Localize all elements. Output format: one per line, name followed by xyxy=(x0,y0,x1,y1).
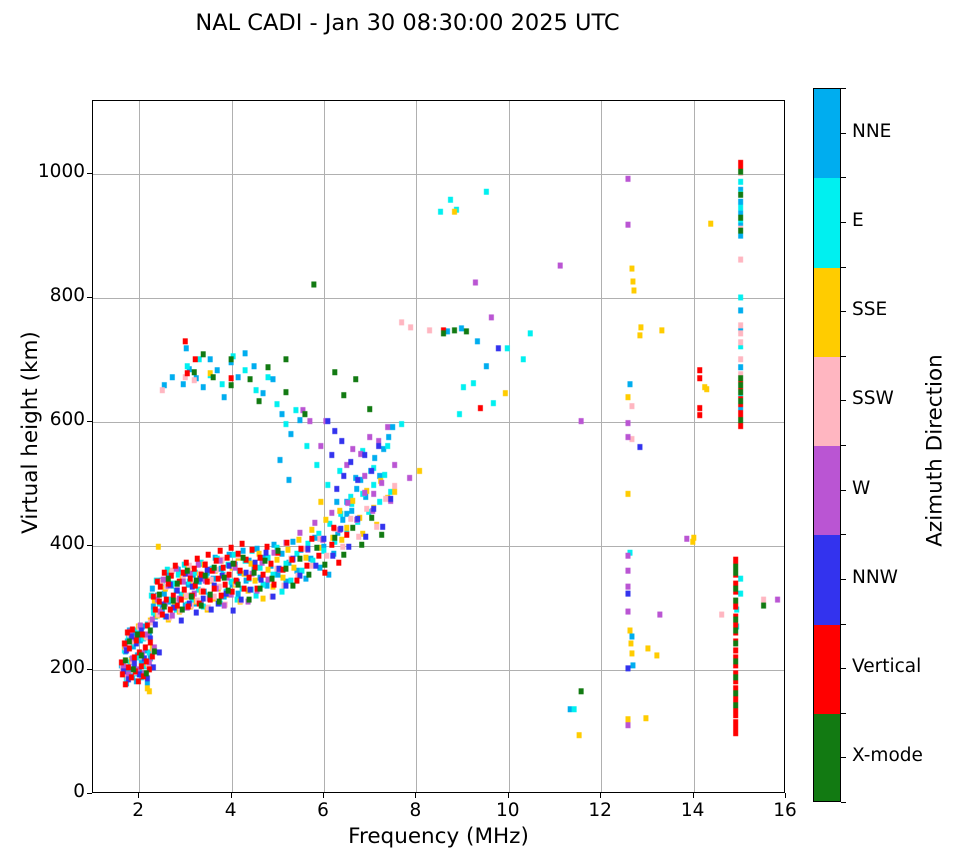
colorbar-tick xyxy=(841,221,846,223)
x-axis-tick-label: 10 xyxy=(496,800,520,821)
colorbar-label-e: E xyxy=(852,209,864,231)
x-axis-tick xyxy=(415,793,417,798)
colorbar-title: Azimuth Direction xyxy=(922,354,948,547)
colorbar-band-nne xyxy=(814,89,840,179)
colorbar-band-w xyxy=(814,446,840,536)
colorbar-band-nnw xyxy=(814,535,840,626)
colorbar-tick xyxy=(841,668,846,670)
colorbar-tick xyxy=(841,132,846,134)
colorbar-boundary-tick xyxy=(841,266,846,268)
colorbar xyxy=(813,88,841,802)
x-axis-tick-label: 4 xyxy=(224,800,237,821)
colorbar-label-w: W xyxy=(852,477,871,499)
colorbar-boundary-tick xyxy=(841,445,846,446)
y-axis-tick-label: 200 xyxy=(49,657,85,678)
colorbar-boundary-tick xyxy=(841,712,846,714)
colorbar-boundary-tick xyxy=(841,623,846,625)
colorbar-boundary-tick xyxy=(841,534,846,536)
x-axis-tick xyxy=(230,793,232,798)
x-axis-label: Frequency (MHz) xyxy=(348,824,529,849)
y-axis-tick xyxy=(87,793,92,794)
colorbar-band-e xyxy=(814,178,840,269)
x-axis-tick-label: 2 xyxy=(132,800,145,821)
colorbar-end-tick xyxy=(841,802,846,803)
colorbar-tick xyxy=(841,311,846,313)
y-axis-tick-label: 1000 xyxy=(37,161,85,183)
y-axis-tick xyxy=(87,421,92,423)
colorbar-band-sse xyxy=(814,267,840,358)
x-axis-tick-label: 12 xyxy=(588,800,612,821)
x-axis-tick xyxy=(600,793,602,798)
y-axis-tick xyxy=(87,669,92,670)
x-axis-tick-label: 16 xyxy=(773,800,797,821)
y-axis-tick xyxy=(87,173,92,175)
colorbar-band-x-mode xyxy=(814,713,840,801)
x-axis-tick xyxy=(692,793,694,798)
colorbar-band-vertical xyxy=(814,624,840,715)
x-axis-tick xyxy=(323,793,324,798)
colorbar-label-sse: SSE xyxy=(852,299,888,321)
colorbar-tick xyxy=(841,757,846,759)
page-title: NAL CADI - Jan 30 08:30:00 2025 UTC xyxy=(195,10,620,36)
y-axis-tick xyxy=(87,297,92,299)
y-axis-tick xyxy=(87,545,92,547)
x-axis-tick-label: 8 xyxy=(409,800,422,821)
colorbar-label-nne: NNE xyxy=(852,120,892,142)
y-axis-tick-label: 0 xyxy=(73,781,85,802)
colorbar-tick xyxy=(841,489,846,491)
colorbar-tick xyxy=(841,578,846,580)
colorbar-boundary-tick xyxy=(841,177,846,179)
y-axis-tick-label: 800 xyxy=(49,285,85,307)
colorbar-end-tick xyxy=(841,88,846,89)
x-axis-tick xyxy=(507,793,509,798)
colorbar-label-ssw: SSW xyxy=(852,388,894,410)
colorbar-label-nnw: NNW xyxy=(852,566,898,588)
y-axis-tick-label: 600 xyxy=(49,409,85,431)
colorbar-boundary-tick xyxy=(841,355,846,357)
colorbar-label-x-mode: X-mode xyxy=(852,745,923,767)
y-axis-label: Virtual height (km) xyxy=(18,331,43,534)
x-axis-tick-label: 14 xyxy=(680,800,705,821)
colorbar-band-ssw xyxy=(814,356,840,447)
y-axis-tick-label: 400 xyxy=(49,533,85,555)
x-axis-tick-label: 6 xyxy=(317,800,329,821)
colorbar-label-vertical: Vertical xyxy=(852,656,922,678)
plot-area xyxy=(92,100,785,793)
x-axis-tick xyxy=(785,793,786,798)
x-axis-tick xyxy=(138,793,140,798)
colorbar-tick xyxy=(841,400,846,402)
scatter-plot-canvas xyxy=(93,101,784,792)
